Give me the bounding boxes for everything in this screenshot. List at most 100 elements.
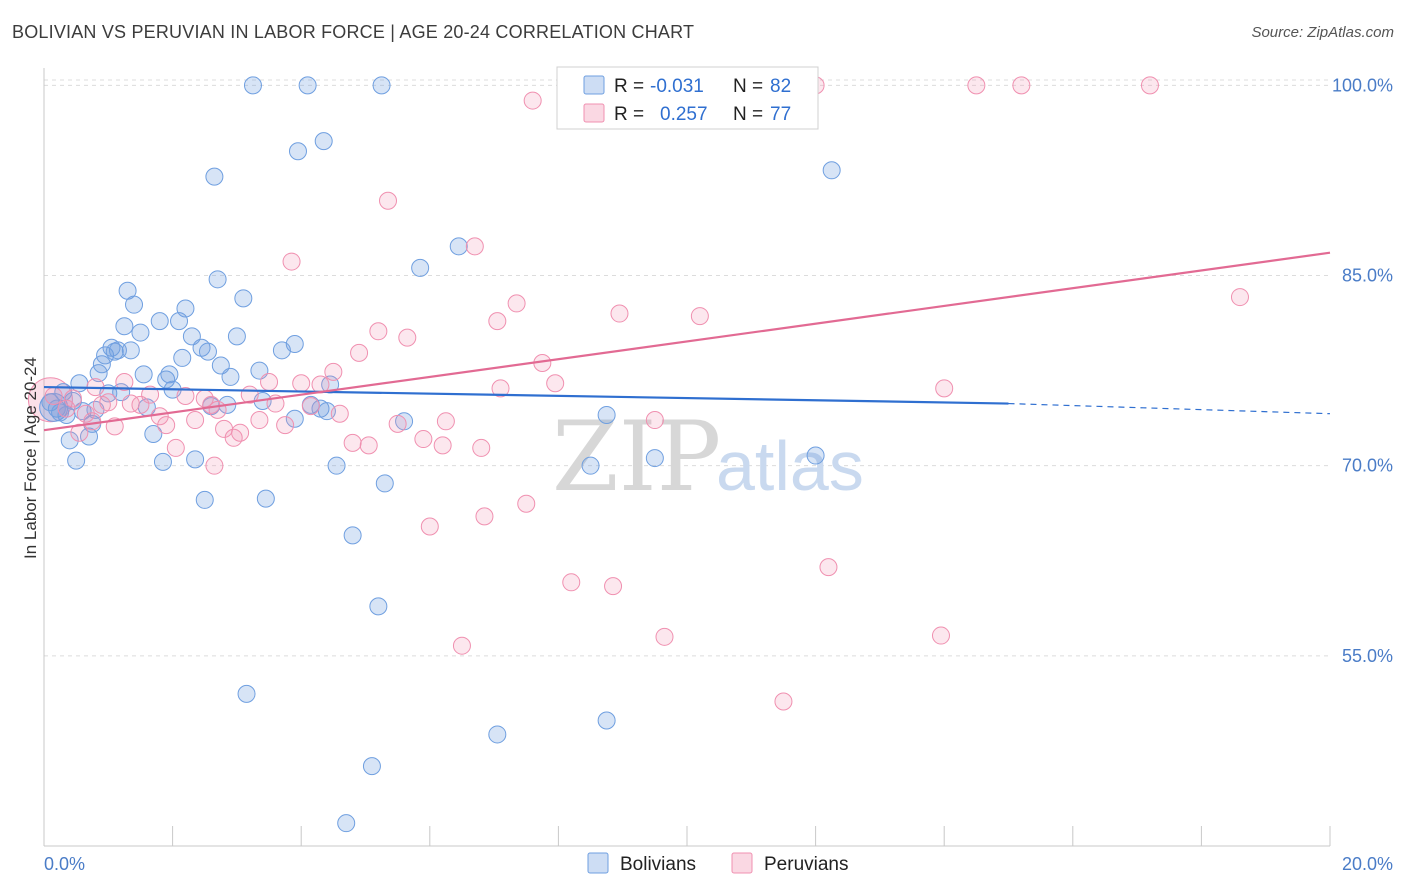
peruvian-point [105,417,124,436]
watermark-atlas: atlas [716,427,864,505]
peruvian-point [819,558,838,577]
peruvian-point [1230,288,1249,307]
axis-layer: 100.0% 85.0% 70.0% 55.0% 0.0% 20.0% [43,68,1393,874]
bolivian-point [176,299,195,318]
bolivian-point [144,424,163,443]
bolivian-point [153,452,172,471]
bolivian-point [150,312,169,331]
legend-swatch-bolivians [583,75,605,95]
source-label: Source: ZipAtlas.com [1251,24,1394,41]
peruvian-point [967,76,986,95]
bolivian-point [227,327,246,346]
peruvian-point [131,395,150,414]
peruvian-point [414,430,433,449]
peruvian-point [99,393,118,412]
bolivian-point [243,76,262,95]
legend-r-value-bolivians: -0.031 [650,76,704,97]
peruvian-point [1140,76,1159,95]
bottom-legend-label-bolivians: Bolivians [620,854,696,875]
legend-r-label-bolivians: R = [614,76,644,97]
peruvian-point [690,307,709,326]
bolivian-point [597,711,616,730]
bolivian-point [221,367,240,386]
bolivian-point [298,76,317,95]
bolivian-point [195,490,214,509]
bolivian-point [256,489,275,508]
peruvian-point [517,494,536,513]
peruvian-point [301,397,320,416]
legend-n-label-bolivians: N = [733,76,763,97]
peruvian-trend-line [43,251,1331,432]
bolivian-point [288,142,307,161]
peruvian-point [488,312,507,331]
legend: R = -0.031 N = 82 R = 0.257 N = 77 [556,66,819,130]
chart-title: BOLIVIAN VS PERUVIAN IN LABOR FORCE | AG… [12,22,695,42]
bolivian-point [121,341,140,360]
peruvian-point [83,412,102,431]
peruvian-point [166,438,185,457]
x-tick-label: 20.0% [1342,854,1393,874]
bolivian-point [362,757,381,776]
bolivian-point [67,451,86,470]
bolivian-point [806,446,825,465]
peruvian-point [115,373,134,392]
peruvian-point [433,436,452,455]
peruvian-point [324,362,343,381]
watermark: ZIP atlas [552,401,864,513]
peruvian-point [276,416,295,435]
peruvian-point [388,414,407,433]
peruvian-point [76,404,95,423]
bolivian-point [134,365,153,384]
peruvian-point [491,379,510,398]
bottom-legend-swatch-peruvians [731,852,753,874]
bolivian-point [234,289,253,308]
peruvian-point [260,373,279,392]
peruvian-point [420,517,439,536]
peruvian-point [186,411,205,430]
peruvian-point [44,386,63,405]
peruvian-point [655,627,674,646]
bolivian-point [237,684,256,703]
peruvian-point [507,294,526,313]
bolivian-point [645,449,664,468]
bolivian-point [343,526,362,545]
peruvian-point [330,404,349,423]
bolivian-point [372,76,391,95]
bolivian-point [173,348,192,367]
bolivian-point [597,405,616,424]
bolivian-point [488,725,507,744]
peruvian-point [208,400,227,419]
peruvian-point [546,374,565,393]
watermark-zip: ZIP [552,401,721,513]
legend-n-value-bolivians: 82 [770,76,791,97]
peruvian-point [63,389,82,408]
trend-layer [43,251,1331,432]
bolivian-point [198,342,217,361]
peruvian-point [452,636,471,655]
bolivian-point [822,161,841,180]
legend-n-value-peruvians: 77 [770,104,791,125]
x-tick-label: 0.0% [44,854,85,874]
peruvian-point [465,237,484,256]
peruvian-point [176,386,195,405]
bolivian-trend-extension [1008,402,1331,415]
bolivian-point [369,597,388,616]
bolivian-point [125,295,144,314]
y-tick-label: 55.0% [1342,646,1393,666]
peruvian-point [398,328,417,347]
peruvian-point [1012,76,1031,95]
peruvian-point [141,385,160,404]
bolivian-point [285,409,304,428]
bottom-legend-swatch-bolivians [587,852,609,874]
bolivian-point [131,323,150,342]
peruvian-point [645,411,664,430]
grid-layer [44,79,1330,657]
bolivian-point [73,402,92,421]
peruvian-point [379,191,398,210]
peruvian-point [282,252,301,271]
bolivian-point [411,258,430,277]
bolivian-point [157,370,176,389]
bolivian-point [375,474,394,493]
bolivian-point [581,456,600,475]
